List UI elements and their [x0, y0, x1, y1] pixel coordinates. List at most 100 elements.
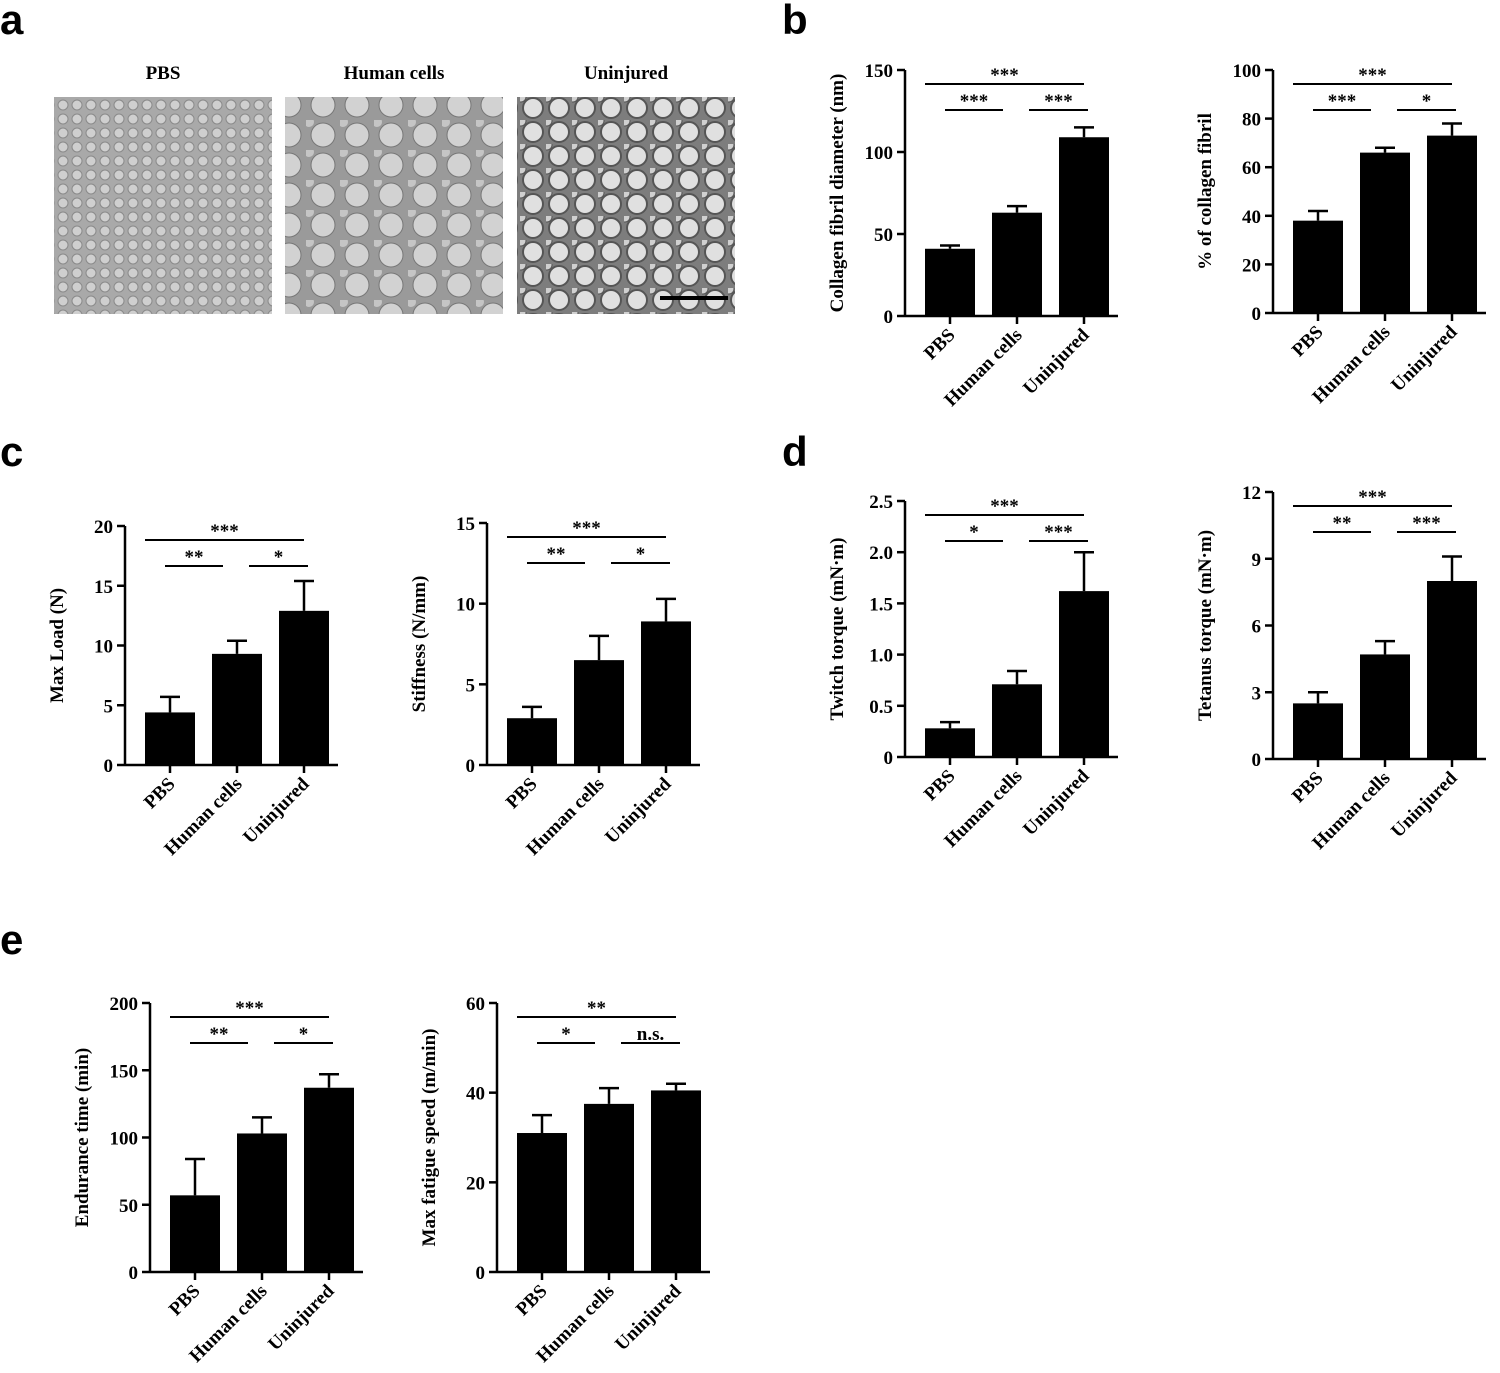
bar [651, 1090, 701, 1272]
x-tick-label: PBS [920, 766, 959, 805]
significance-label: * [299, 1024, 309, 1045]
y-tick-label: 10 [456, 595, 475, 616]
y-tick-label: 60 [466, 994, 485, 1015]
x-tick-label: PBS [920, 325, 959, 364]
y-tick-label: 5 [466, 675, 476, 696]
y-tick-label: 15 [456, 514, 475, 535]
y-tick-label: 20 [466, 1173, 485, 1194]
x-tick-label: Uninjured [1387, 321, 1462, 396]
panel-label: d [782, 428, 808, 475]
significance-label: * [1422, 91, 1432, 112]
x-tick-label: PBS [165, 1281, 204, 1320]
significance-label: *** [1358, 65, 1387, 86]
bar [145, 712, 195, 765]
significance-label: * [561, 1024, 571, 1045]
y-tick-label: 0 [1252, 750, 1262, 771]
y-tick-label: 100 [110, 1129, 139, 1150]
micrograph [54, 97, 272, 314]
bar [170, 1195, 220, 1272]
y-tick-label: 100 [865, 143, 894, 164]
y-tick-label: 20 [94, 517, 113, 538]
bar [237, 1133, 287, 1272]
significance-label: ** [1333, 513, 1352, 534]
x-tick-label: Uninjured [1019, 324, 1094, 399]
y-axis-label: Tetanus torque (mN·m) [1195, 530, 1216, 721]
significance-label: * [636, 544, 646, 565]
y-tick-label: 1.5 [869, 594, 893, 615]
y-tick-label: 0 [884, 748, 894, 769]
significance-label: *** [990, 65, 1019, 86]
bar [1293, 703, 1343, 759]
x-tick-label: Uninjured [611, 1280, 686, 1355]
y-axis-label: Max Load (N) [47, 588, 68, 703]
bar [1360, 654, 1410, 759]
y-tick-label: 100 [1233, 61, 1262, 82]
y-tick-label: 50 [119, 1196, 138, 1217]
bar [992, 684, 1042, 757]
y-tick-label: 9 [1252, 550, 1262, 571]
bar [1427, 135, 1477, 313]
bar [1059, 137, 1109, 316]
y-tick-label: 5 [104, 696, 114, 717]
bar [1427, 581, 1477, 759]
significance-label: *** [1044, 522, 1073, 543]
micrograph-label: Uninjured [584, 63, 669, 84]
y-tick-label: 12 [1242, 483, 1261, 504]
x-tick-label: PBS [512, 1281, 551, 1320]
bar [992, 212, 1042, 316]
x-tick-label: Uninjured [239, 773, 314, 848]
bar [517, 1133, 567, 1272]
y-tick-label: 2.5 [869, 492, 893, 513]
y-tick-label: 10 [94, 637, 113, 658]
y-tick-label: 50 [874, 225, 893, 246]
bar [925, 728, 975, 757]
y-tick-label: 0 [129, 1263, 139, 1284]
bar [507, 718, 557, 765]
significance-label: *** [1328, 91, 1357, 112]
significance-label: n.s. [637, 1024, 664, 1045]
y-tick-label: 40 [1242, 207, 1261, 228]
y-axis-label: Collagen fibril diameter (nm) [827, 74, 848, 313]
bar [1059, 591, 1109, 757]
bar [279, 610, 329, 765]
y-tick-label: 3 [1252, 683, 1262, 704]
x-tick-label: Uninjured [601, 773, 676, 848]
y-tick-label: 6 [1252, 617, 1262, 638]
significance-label: *** [1412, 513, 1441, 534]
y-tick-label: 0 [1252, 304, 1262, 325]
y-axis-label: Max fatigue speed (m/min) [419, 1029, 440, 1247]
y-tick-label: 1.0 [869, 646, 893, 667]
significance-label: *** [1358, 487, 1387, 508]
micrograph-label: Human cells [344, 63, 445, 84]
panel-label: b [782, 0, 808, 43]
micrographs: PBS Human cells Uninjured [54, 63, 735, 314]
significance-label: *** [235, 998, 264, 1019]
y-axis-label: % of collagen fibril [1195, 113, 1216, 270]
bar [304, 1087, 354, 1272]
y-tick-label: 150 [865, 61, 894, 82]
x-tick-label: PBS [1288, 768, 1327, 807]
significance-label: * [274, 547, 284, 568]
y-tick-label: 15 [94, 577, 113, 598]
y-tick-label: 0 [476, 1263, 486, 1284]
y-tick-label: 40 [466, 1084, 485, 1105]
significance-label: ** [587, 998, 606, 1019]
y-axis-label: Endurance time (min) [72, 1048, 93, 1227]
significance-label: *** [960, 91, 989, 112]
y-tick-label: 80 [1242, 110, 1261, 131]
significance-label: *** [990, 496, 1019, 517]
panel-label: e [0, 916, 23, 963]
bar [1293, 220, 1343, 313]
bar [925, 248, 975, 316]
bar [574, 660, 624, 765]
significance-label: ** [185, 547, 204, 568]
bar [641, 621, 691, 765]
y-tick-label: 150 [110, 1061, 139, 1082]
x-tick-label: Uninjured [1019, 765, 1094, 840]
